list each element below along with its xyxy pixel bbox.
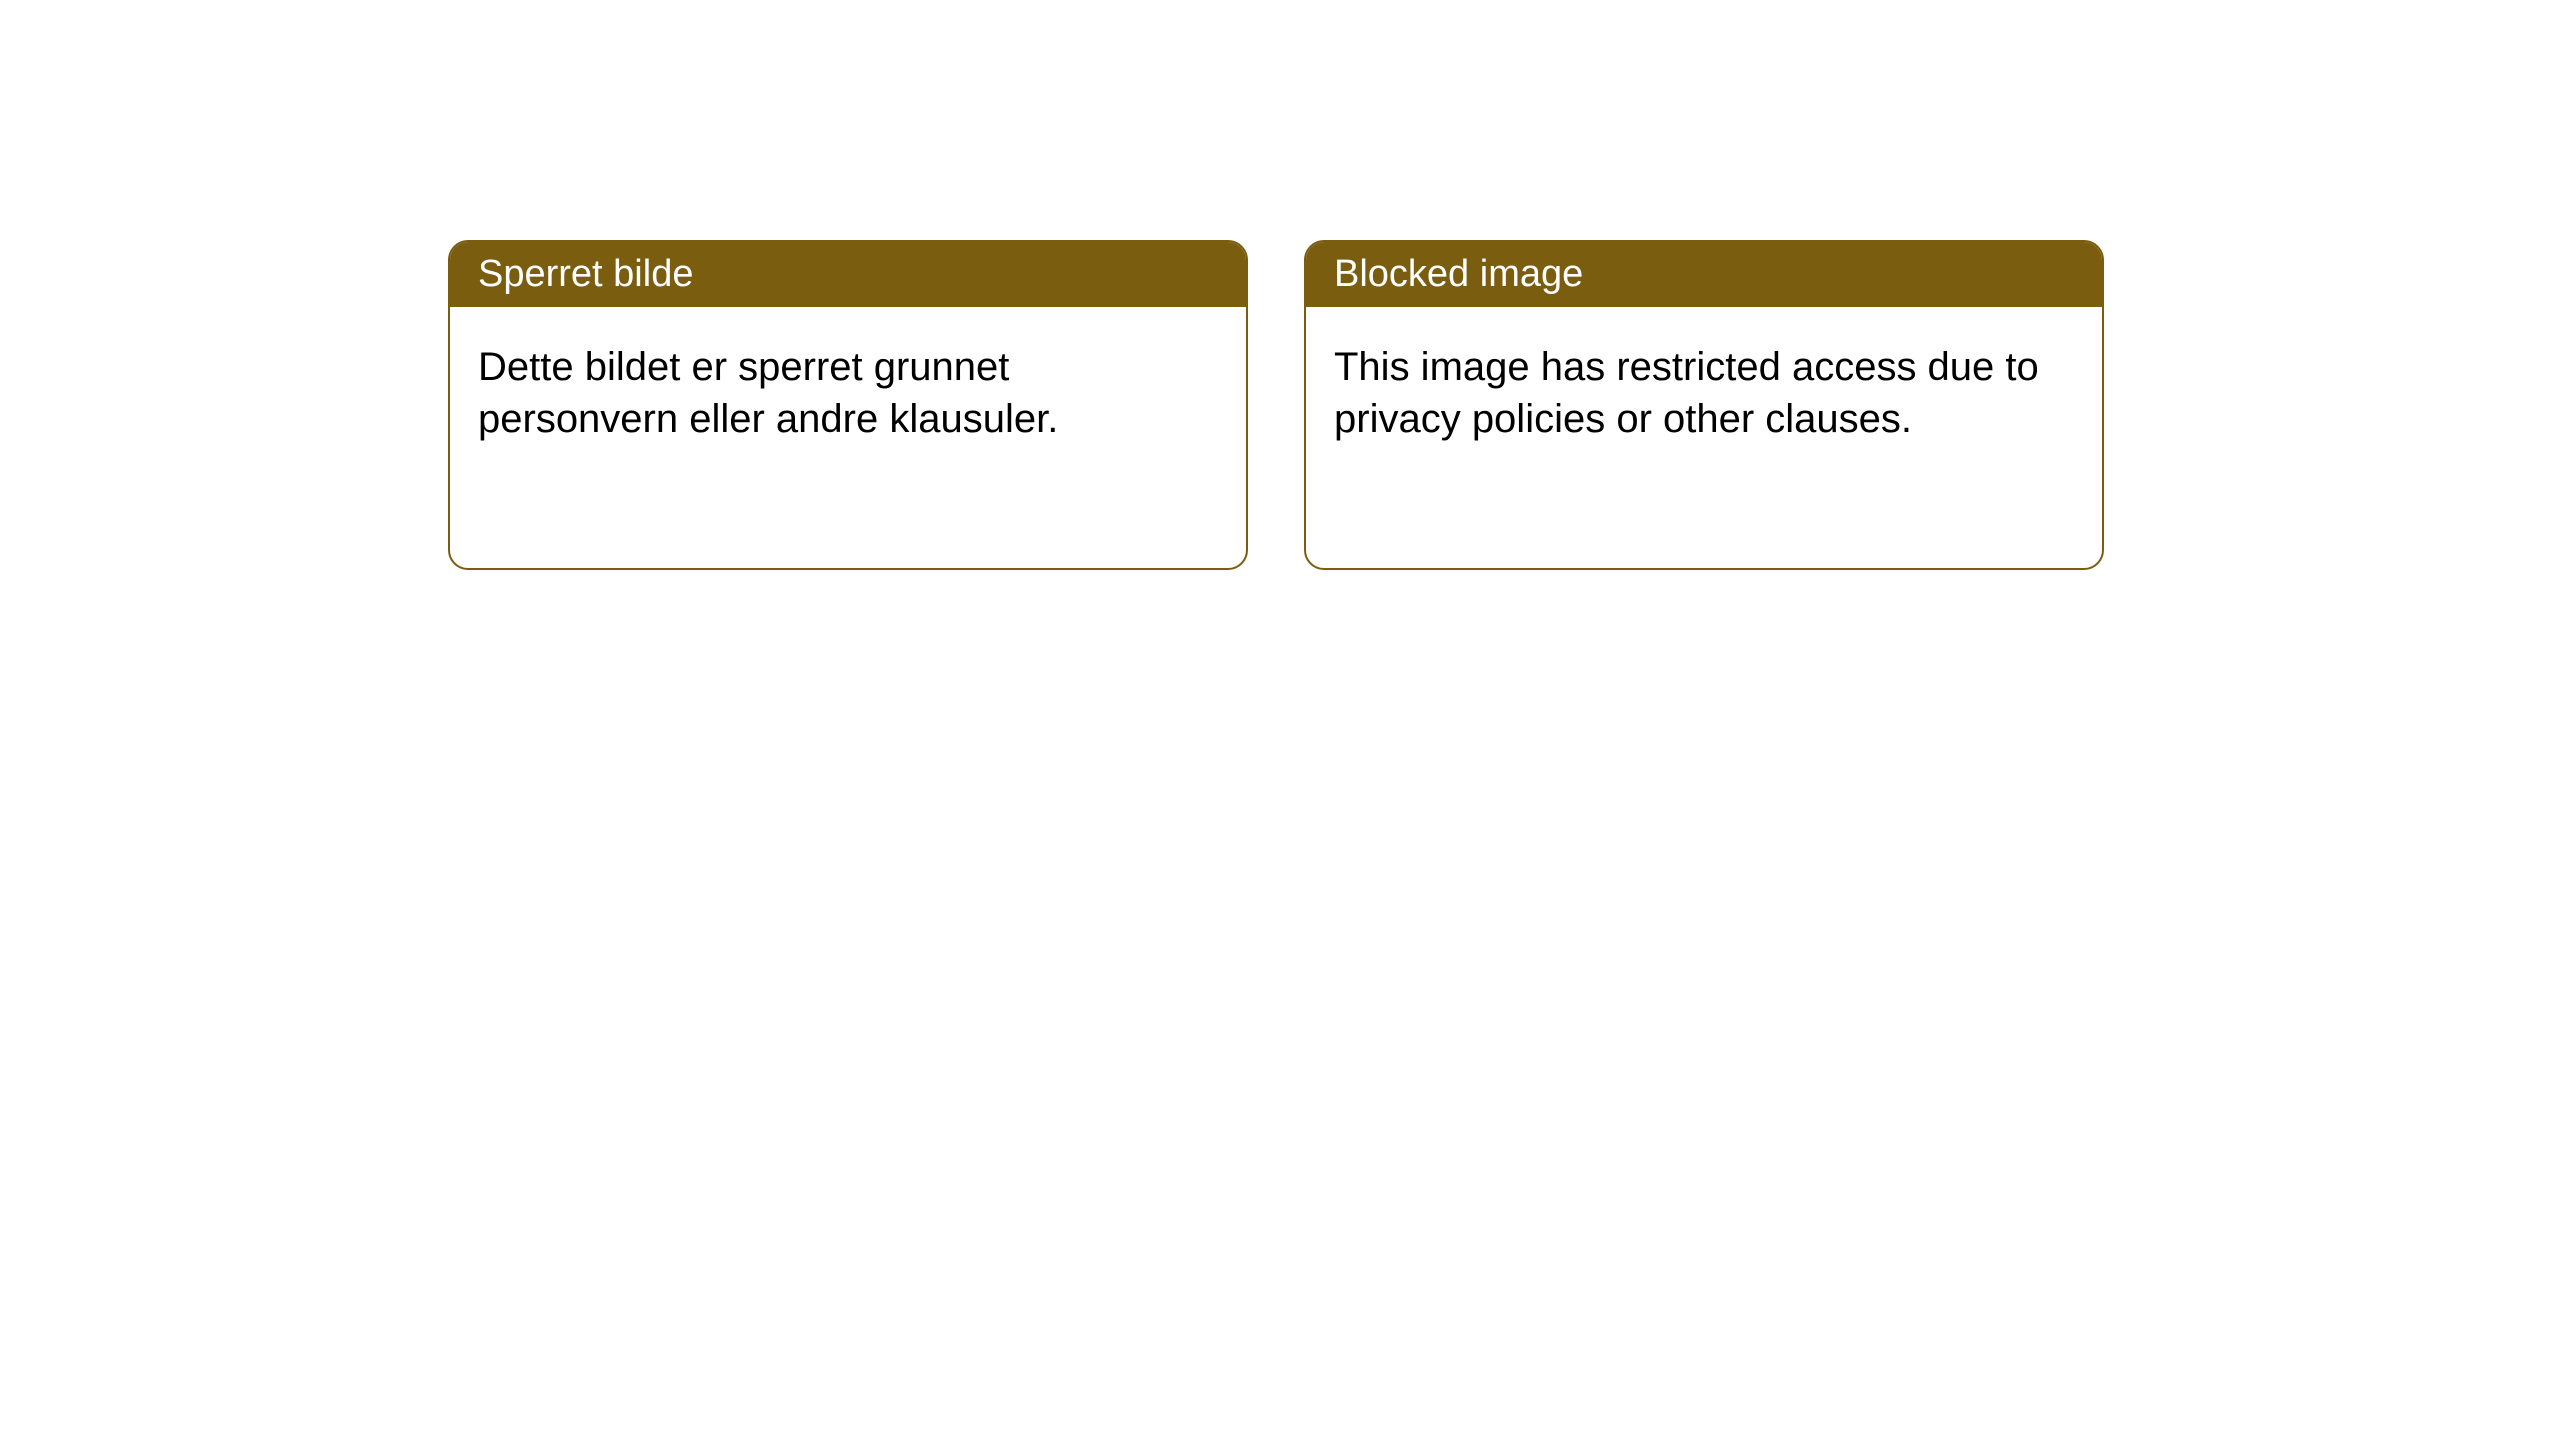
notice-header-english: Blocked image <box>1306 242 2102 307</box>
notice-body-english: This image has restricted access due to … <box>1306 307 2102 479</box>
notice-body-norwegian: Dette bildet er sperret grunnet personve… <box>450 307 1246 479</box>
notice-header-norwegian: Sperret bilde <box>450 242 1246 307</box>
notice-card-english: Blocked image This image has restricted … <box>1304 240 2104 570</box>
notice-card-norwegian: Sperret bilde Dette bildet er sperret gr… <box>448 240 1248 570</box>
notice-container: Sperret bilde Dette bildet er sperret gr… <box>448 240 2104 570</box>
